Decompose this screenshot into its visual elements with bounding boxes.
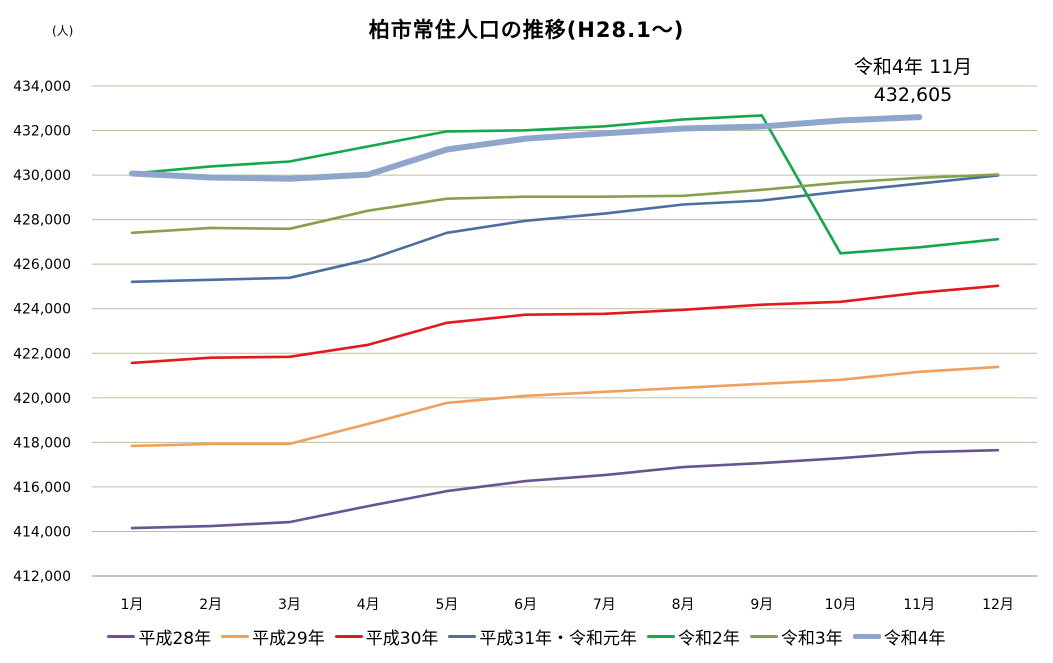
- y-tick-label: 434,000: [13, 79, 71, 95]
- legend: 平成28年 平成29年 平成30年 平成31年・令和元年 令和2年 令和3年 令和4年: [0, 624, 1053, 649]
- x-tick-label: 2月: [199, 597, 222, 613]
- x-tick-label: 4月: [357, 597, 380, 613]
- series-line-5: [130, 114, 1000, 255]
- x-tick-label: 9月: [750, 597, 773, 613]
- x-tick-label: 3月: [278, 597, 301, 613]
- legend-swatch: [107, 635, 136, 638]
- legend-swatch: [221, 635, 250, 638]
- legend-item: 平成28年: [107, 624, 211, 649]
- series-line-6: [130, 173, 1000, 235]
- legend-label: 令和2年: [678, 629, 740, 649]
- y-axis-unit-label: (人): [52, 24, 74, 38]
- y-tick-label: 412,000: [13, 569, 71, 585]
- legend-swatch: [448, 635, 477, 638]
- y-tick-label: 430,000: [13, 168, 71, 184]
- x-tick-label: 12月: [982, 597, 1014, 613]
- x-tick-label: 1月: [121, 597, 144, 613]
- y-tick-label: 422,000: [13, 346, 71, 362]
- series-line-4: [130, 174, 1000, 284]
- legend-label: 平成29年: [252, 629, 325, 649]
- y-tick-label: 418,000: [13, 435, 71, 451]
- legend-swatch: [334, 635, 363, 638]
- legend-label: 平成30年: [365, 629, 439, 649]
- legend-label: 令和3年: [780, 629, 843, 649]
- y-tick-label: 432,000: [13, 124, 71, 140]
- x-tick-label: 8月: [672, 597, 695, 613]
- legend-item: 平成30年: [334, 624, 439, 649]
- legend-item: 令和2年: [647, 624, 740, 649]
- annotation-label: 令和4年 11月: [853, 56, 973, 78]
- series-line-2: [130, 365, 1000, 448]
- legend-swatch: [647, 635, 676, 638]
- y-tick-label: 414,000: [13, 524, 71, 540]
- legend-item: 令和3年: [749, 624, 843, 649]
- legend-item: 平成29年: [221, 624, 325, 649]
- y-tick-label: 424,000: [13, 302, 71, 318]
- y-tick-label: 416,000: [13, 480, 71, 496]
- chart-title: 柏市常住人口の推移(H28.1～): [368, 18, 685, 42]
- y-tick-label: 426,000: [13, 257, 71, 273]
- legend-item: 平成31年・令和元年: [448, 624, 637, 649]
- y-tick-label: 428,000: [13, 213, 71, 229]
- series-line-3: [130, 284, 1000, 365]
- legend-label: 平成31年・令和元年: [479, 629, 638, 649]
- x-tick-label: 6月: [514, 597, 537, 613]
- series-line-1: [130, 448, 1000, 530]
- annotation-value: 432,605: [873, 84, 953, 106]
- legend-swatch: [749, 635, 778, 638]
- x-tick-label: 10月: [825, 597, 857, 613]
- legend-label: 平成28年: [138, 629, 212, 649]
- legend-label: 令和4年: [883, 629, 946, 649]
- x-tick-label: 5月: [435, 597, 458, 613]
- y-tick-label: 420,000: [13, 391, 71, 407]
- x-tick-label: 11月: [903, 597, 935, 613]
- legend-item: 令和4年: [852, 624, 946, 649]
- legend-swatch: [852, 634, 881, 639]
- series-line-7: [129, 114, 923, 182]
- x-tick-label: 7月: [593, 597, 616, 613]
